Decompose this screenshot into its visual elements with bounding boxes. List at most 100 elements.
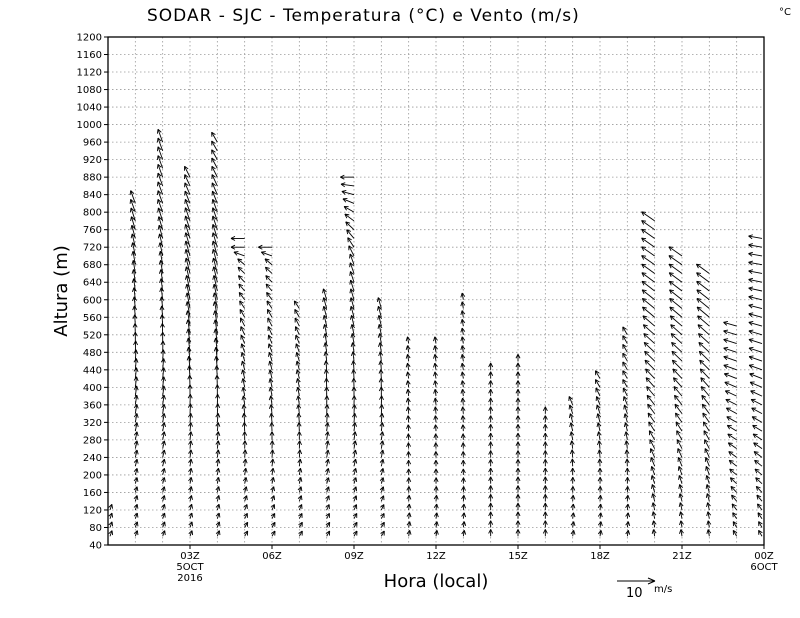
wind-vector-head (568, 396, 573, 401)
wind-vector (641, 280, 655, 292)
wind-vector-shaft (162, 367, 165, 379)
wind-vector-shaft (268, 334, 273, 344)
wind-vector-head (542, 520, 548, 525)
y-tick-label: 1040 (77, 103, 102, 114)
wind-vector-head (595, 387, 600, 393)
wind-vector (622, 387, 628, 397)
wind-vector-shaft (597, 413, 601, 423)
wind-vector-shaft (157, 190, 164, 204)
wind-vector (298, 530, 303, 537)
wind-vector-head (295, 352, 301, 357)
wind-vector (669, 289, 683, 301)
wind-vector (700, 377, 710, 388)
wind-vector-shaft (643, 324, 655, 336)
wind-vector-head (641, 272, 647, 277)
wind-vector-shaft (462, 512, 465, 519)
wind-vector-head (674, 394, 679, 400)
wind-vector-shaft (243, 413, 246, 423)
wind-vector-head (597, 449, 603, 455)
wind-vector-head (349, 288, 355, 294)
wind-vector (133, 449, 139, 458)
wind-vector-shaft (265, 275, 273, 283)
wind-vector (241, 386, 247, 397)
wind-vector-shaft (752, 424, 763, 432)
wind-vector (433, 442, 439, 449)
wind-vector-head (270, 512, 276, 518)
wind-vector-head (433, 345, 438, 351)
wind-vector-head (215, 449, 221, 455)
wind-vector-shaft (727, 433, 737, 441)
wind-vector-shaft (187, 310, 191, 327)
wind-vector (488, 371, 494, 379)
wind-vector-shaft (265, 283, 273, 292)
wind-vector-head (211, 182, 216, 188)
wind-vector-shaft (268, 343, 273, 353)
wind-vector-head (515, 520, 521, 525)
wind-vector-shaft (651, 484, 656, 493)
wind-vector (324, 378, 329, 388)
wind-vector (242, 458, 248, 467)
wind-vector (641, 263, 655, 274)
wind-vector-head (701, 403, 707, 409)
wind-vector-shaft (625, 431, 628, 440)
wind-vector-head (641, 228, 647, 234)
wind-vector-shaft (752, 433, 763, 441)
wind-vector-head (344, 213, 350, 219)
wind-vector-head (240, 317, 245, 323)
wind-vector (240, 326, 246, 335)
wind-vector (677, 448, 683, 458)
wind-vector (697, 324, 710, 336)
wind-vector (156, 146, 164, 160)
wind-vector-shaft (461, 310, 464, 318)
wind-vector-head (542, 529, 548, 534)
wind-vector (298, 512, 303, 519)
wind-vector-shaft (233, 251, 245, 257)
wind-vector-head (349, 271, 354, 276)
wind-vector-shaft (757, 512, 763, 519)
wind-vector-head (624, 431, 629, 437)
wind-vector-shaft (134, 358, 137, 370)
wind-vector (460, 371, 466, 379)
wind-vector-head (296, 404, 302, 409)
wind-vector (488, 450, 494, 458)
wind-vector-head (297, 440, 302, 445)
wind-vector-shaft (622, 370, 628, 379)
wind-vector-shaft (186, 301, 191, 318)
wind-vector-head (569, 449, 575, 455)
wind-vector (242, 431, 248, 440)
wind-vector-head (488, 397, 494, 403)
wind-vector (406, 451, 412, 458)
wind-vector-shaft (189, 521, 193, 528)
wind-vector-shaft (748, 313, 763, 318)
wind-vector-shaft (158, 216, 164, 230)
wind-vector-head (294, 309, 299, 314)
wind-vector-head (405, 380, 411, 385)
wind-vector-shaft (293, 300, 300, 309)
wind-vector-head (723, 338, 729, 343)
y-tick-label: 1000 (77, 120, 102, 131)
wind-vector (488, 485, 494, 493)
wind-vector (697, 333, 710, 344)
wind-vector-head (188, 495, 193, 500)
wind-vector-head (161, 413, 166, 418)
wind-vector-head (188, 503, 193, 509)
wind-vector-shaft (162, 521, 166, 528)
wind-vector-shaft (674, 403, 683, 414)
wind-vector-shaft (641, 228, 655, 239)
wind-vector-head (133, 403, 139, 409)
wind-vector (649, 448, 656, 458)
wind-vector (622, 370, 628, 379)
wind-vector-head (696, 297, 702, 303)
wind-vector-head (570, 467, 576, 473)
wind-vector-shaft (707, 502, 710, 511)
wind-vector-shaft (669, 306, 683, 318)
wind-vector-head (184, 190, 189, 196)
wind-vector-shaft (756, 494, 763, 502)
wind-vector-head (215, 495, 221, 500)
wind-vector-shaft (707, 529, 710, 537)
wind-vector-head (460, 468, 466, 474)
wind-vector-head (379, 404, 385, 409)
wind-vector-shaft (160, 269, 164, 283)
wind-vector-head (269, 422, 275, 427)
wind-vector-head (161, 394, 166, 400)
